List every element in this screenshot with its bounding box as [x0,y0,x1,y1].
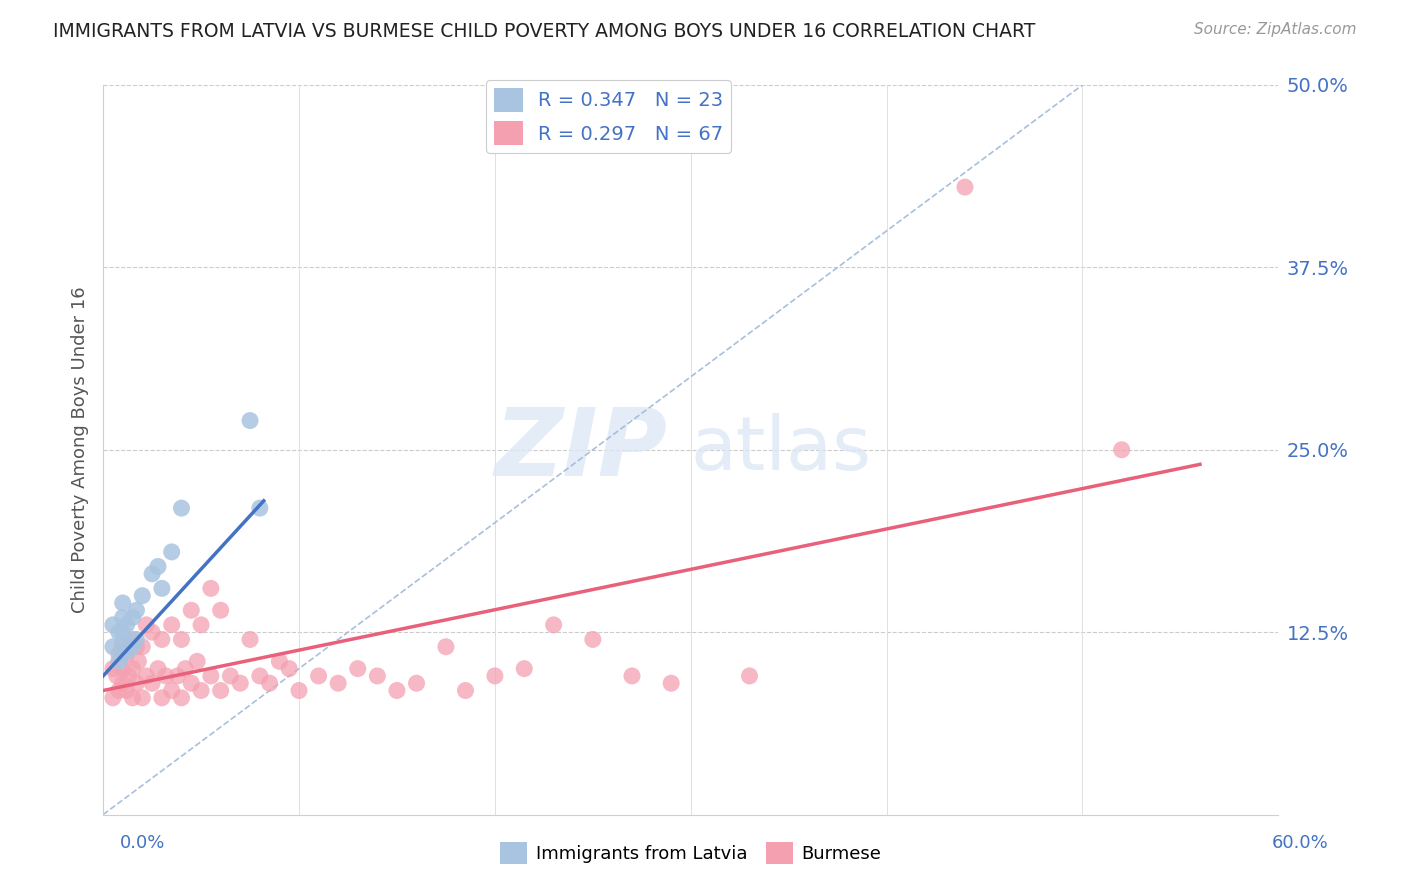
Point [180,676,202,690]
Point [1111,442,1133,457]
Point [259,676,281,690]
Point [582,632,605,647]
Text: atlas: atlas [690,413,872,486]
Point [484,669,506,683]
Point [125,676,148,690]
Point [121,662,143,676]
Point [434,640,457,654]
Text: 0.0%: 0.0% [120,834,165,852]
Point [953,180,976,194]
Point [405,676,427,690]
Point [111,647,134,661]
Point [269,654,291,668]
Point [170,690,193,705]
Point [125,632,148,647]
Point [249,669,271,683]
Point [117,669,139,683]
Point [620,669,643,683]
Point [146,559,169,574]
Point [135,669,157,683]
Point [121,690,143,705]
Point [209,603,232,617]
Point [131,690,153,705]
Point [146,662,169,676]
Point [125,640,148,654]
Point [111,640,134,654]
Point [107,625,129,640]
Point [111,610,134,624]
Point [160,683,183,698]
Point [150,632,173,647]
Point [454,683,477,698]
Point [738,669,761,683]
Point [278,662,301,676]
Point [107,654,129,668]
Point [288,683,311,698]
Point [115,618,138,632]
Point [346,662,368,676]
Point [131,589,153,603]
Point [543,618,565,632]
Point [155,669,177,683]
Point [121,610,143,624]
Point [115,647,138,661]
Point [150,690,173,705]
Point [135,618,157,632]
Text: IMMIGRANTS FROM LATVIA VS BURMESE CHILD POVERTY AMONG BOYS UNDER 16 CORRELATION : IMMIGRANTS FROM LATVIA VS BURMESE CHILD … [53,22,1036,41]
Point [239,413,262,427]
Point [328,676,350,690]
Point [115,644,138,658]
Point [160,618,183,632]
Point [141,625,163,640]
Point [127,654,149,668]
Point [101,662,124,676]
Point [150,582,173,596]
Point [219,669,242,683]
Point [170,501,193,516]
Point [209,683,232,698]
Point [190,618,212,632]
Point [180,603,202,617]
Point [141,566,163,581]
Point [308,669,330,683]
Point [174,662,197,676]
Point [111,635,134,649]
Point [239,632,262,647]
Point [121,632,143,647]
Point [249,501,271,516]
Point [166,669,188,683]
Text: ZIP: ZIP [495,404,668,496]
Legend: R = 0.347   N = 23, R = 0.297   N = 67: R = 0.347 N = 23, R = 0.297 N = 67 [486,80,731,153]
Point [101,618,124,632]
Point [111,596,134,610]
Point [190,683,212,698]
Text: 60.0%: 60.0% [1272,834,1329,852]
Point [141,676,163,690]
Point [170,632,193,647]
Point [659,676,682,690]
Point [366,669,388,683]
Point [101,640,124,654]
Point [131,640,153,654]
Point [111,625,134,640]
Point [101,690,124,705]
Point [121,640,143,654]
Point [186,654,208,668]
Point [160,545,183,559]
Point [111,662,134,676]
Point [200,669,222,683]
Point [229,676,252,690]
Point [107,647,129,661]
Point [111,676,134,690]
Text: Source: ZipAtlas.com: Source: ZipAtlas.com [1194,22,1357,37]
Point [385,683,408,698]
Point [513,662,536,676]
Point [125,603,148,617]
Y-axis label: Child Poverty Among Boys Under 16: Child Poverty Among Boys Under 16 [72,286,89,613]
Point [200,582,222,596]
Point [105,669,128,683]
Point [115,683,138,698]
Point [107,683,129,698]
